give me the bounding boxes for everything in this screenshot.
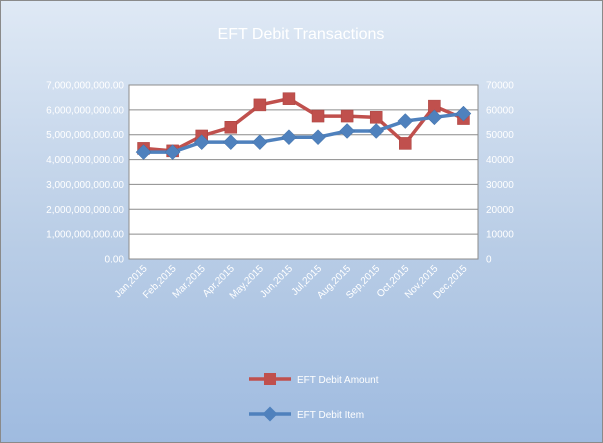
secondary-axis-tick-label: 10000	[486, 230, 514, 241]
secondary-axis-tick-label: 40000	[486, 155, 514, 166]
data-point-marker	[310, 129, 326, 146]
data-point-marker	[222, 134, 239, 151]
primary-axis-tick-labels: 0.00 1,000,000,000.00 2,000,000,000.00 3,00…	[46, 81, 124, 266]
legend-marker	[262, 406, 278, 422]
data-point-marker	[193, 134, 210, 151]
data-point-marker	[369, 111, 383, 124]
legend-marker	[264, 373, 276, 385]
primary-axis-tick-label: 7,000,000,000.00	[46, 81, 124, 92]
secondary-axis-tick-label: 70000	[486, 81, 514, 92]
category-axis-tick-labels: Jan,2015Feb,2015Mar,2015Apr,2015May,2015…	[113, 263, 470, 302]
data-point-marker	[282, 92, 296, 105]
plot-area	[128, 84, 479, 260]
gridlines	[129, 109, 478, 235]
legend-label: EFT Debit Item	[297, 410, 364, 421]
data-point-marker	[368, 123, 385, 139]
data-point-marker	[281, 129, 297, 146]
primary-axis-tick-label: 4,000,000,000.00	[46, 155, 124, 166]
primary-axis-tick-label: 5,000,000,000.00	[46, 130, 124, 141]
primary-axis-tick-label: 2,000,000,000.00	[46, 205, 124, 216]
data-point-marker	[224, 121, 238, 134]
secondary-axis-tick-label: 30000	[486, 180, 514, 191]
data-point-marker	[339, 123, 355, 139]
series-eft-debit-amount	[137, 92, 470, 158]
legend-entry: EFT Debit Amount	[249, 373, 379, 386]
primary-axis-tick-label: 3,000,000,000.00	[46, 180, 124, 191]
primary-axis-tick-label: 0.00	[105, 255, 125, 266]
secondary-axis-tick-labels: 0 10000 20000 30000 40000 50000 60000 70000	[486, 81, 514, 266]
data-point-marker	[311, 109, 325, 123]
secondary-axis-tick-label: 50000	[486, 130, 514, 141]
data-point-marker	[426, 109, 443, 126]
legend: EFT Debit Amount EFT Debit Item	[249, 373, 379, 422]
secondary-axis-tick-label: 20000	[486, 205, 514, 216]
secondary-axis-tick-label: 60000	[486, 105, 514, 116]
data-point-marker	[399, 137, 412, 150]
primary-axis-tick-label: 6,000,000,000.00	[46, 105, 124, 116]
data-point-marker	[164, 144, 181, 160]
data-point-marker	[340, 109, 354, 123]
secondary-axis-tick-label: 0	[486, 255, 492, 266]
category-tick-label: Jun,2015	[258, 263, 295, 300]
data-point-marker	[253, 98, 267, 112]
legend-label: EFT Debit Amount	[297, 375, 379, 386]
chart-title: EFT Debit Transactions	[218, 26, 385, 43]
series-eft-debit-item	[135, 105, 472, 160]
legend-entry: EFT Debit Item	[249, 406, 364, 422]
data-point-marker	[455, 105, 472, 122]
data-point-marker	[252, 134, 268, 151]
series-layer	[135, 92, 472, 160]
data-point-marker	[397, 113, 414, 129]
primary-axis-tick-label: 1,000,000,000.00	[46, 230, 124, 241]
data-point-marker	[135, 144, 152, 160]
